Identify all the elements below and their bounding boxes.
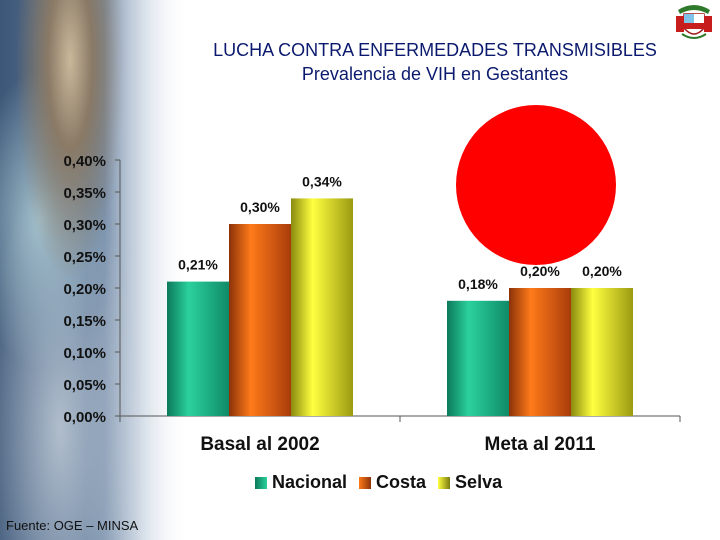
y-tick-label: 0,20% <box>63 281 106 298</box>
legend-swatch-selva <box>438 476 451 489</box>
legend-swatch-costa <box>359 476 372 489</box>
coat-of-arms-icon <box>676 5 712 39</box>
y-tick-label: 0,25% <box>63 249 106 266</box>
y-tick-label: 0,10% <box>63 345 106 362</box>
page-subtitle: Prevalencia de VIH en Gestantes <box>301 64 569 84</box>
chart-legend: Nacional Costa Selva <box>255 472 502 493</box>
data-label: 0,20% <box>582 263 622 279</box>
source-note: Fuente: OGE – MINSA <box>6 518 139 533</box>
y-tick-label: 0,35% <box>63 185 106 202</box>
data-label: 0,21% <box>178 257 218 273</box>
bar-costa <box>229 224 291 416</box>
bar-selva <box>291 198 353 416</box>
y-tick-label: 0,05% <box>63 377 106 394</box>
bar-nacional <box>447 300 509 416</box>
y-tick-label: 0,15% <box>63 313 106 330</box>
data-label: 0,30% <box>240 199 280 215</box>
y-tick-label: 0,30% <box>63 217 106 234</box>
bar-selva <box>571 288 633 416</box>
bar-costa <box>509 288 571 416</box>
data-label: 0,18% <box>458 276 498 292</box>
legend-label-selva: Selva <box>455 472 503 492</box>
category-label: Basal al 2002 <box>200 434 319 455</box>
category-label: Meta al 2011 <box>485 434 596 455</box>
y-tick-label: 0,00% <box>63 409 106 426</box>
y-tick-label: 0,40% <box>63 153 106 170</box>
bar-nacional <box>167 281 229 416</box>
highlight-circle <box>456 105 616 265</box>
data-label: 0,34% <box>302 173 342 189</box>
legend-item-selva: Selva <box>438 472 502 493</box>
legend-item-nacional: Nacional <box>255 472 347 493</box>
page-title: LUCHA CONTRA ENFERMEDADES TRANSMISIBLES <box>213 40 657 60</box>
legend-swatch-nacional <box>255 476 267 489</box>
legend-label-nacional: Nacional <box>272 472 348 492</box>
legend-item-costa: Costa <box>359 472 426 493</box>
legend-label-costa: Costa <box>376 472 427 492</box>
data-label: 0,20% <box>520 263 560 279</box>
decorative-photo-panel <box>0 0 190 540</box>
